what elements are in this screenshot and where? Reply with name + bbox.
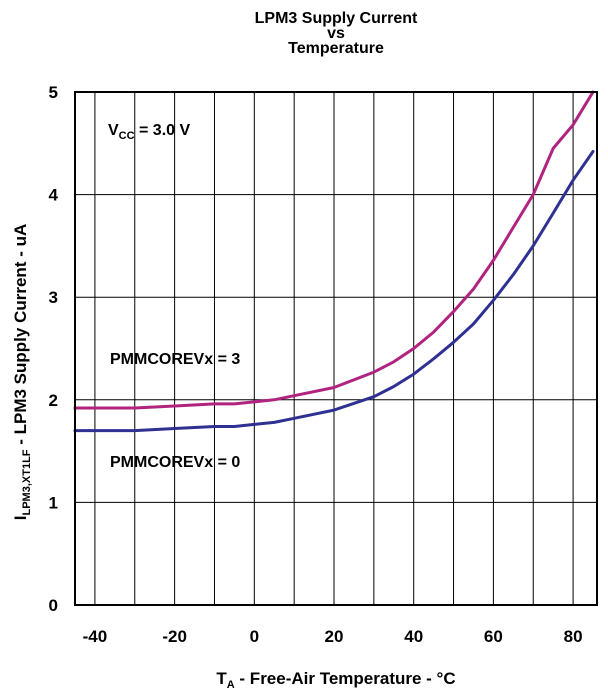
annotations: VCC = 3.0 V PMMCOREVx = 3 PMMCOREVx = 0 — [108, 122, 240, 471]
x-tick-label: 40 — [404, 627, 423, 646]
series-label-pmmcorevx-0: PMMCOREVx = 0 — [110, 454, 240, 471]
x-tick-label: 60 — [484, 627, 503, 646]
x-tick-label: -40 — [83, 627, 108, 646]
title-line: vs — [327, 25, 345, 42]
y-tick-label: 3 — [49, 288, 58, 307]
axis-labels: TA - Free-Air Temperature - °C ILPM3,XT1L… — [11, 224, 456, 691]
y-tick-label: 0 — [49, 596, 58, 615]
y-axis-label: ILPM3,XT1LF - LPM3 Supply Current - uA — [11, 224, 33, 520]
title-line: LPM3 Supply Current — [255, 10, 418, 27]
x-tick-label: 20 — [325, 627, 344, 646]
series-line-1 — [73, 150, 595, 433]
vcc-annotation: VCC = 3.0 V — [108, 122, 190, 142]
title-line: Temperature — [288, 40, 384, 57]
series — [73, 90, 595, 433]
x-tick-labels: -40 -20 0 20 40 60 80 — [83, 627, 583, 646]
y-tick-label: 1 — [49, 493, 58, 512]
y-tick-label: 4 — [49, 186, 59, 205]
plot-frame — [74, 91, 598, 606]
y-tick-label: 5 — [49, 83, 58, 102]
x-tick-label: 0 — [250, 627, 259, 646]
y-tick-labels: 0 1 2 3 4 5 — [49, 83, 59, 615]
series-line-0 — [73, 90, 595, 410]
x-tick-label: 80 — [564, 627, 583, 646]
grid — [75, 92, 597, 605]
series-label-pmmcorevx-3: PMMCOREVx = 3 — [110, 351, 240, 368]
x-axis-label: TA - Free-Air Temperature - °C — [216, 669, 455, 691]
x-tick-label: -20 — [162, 627, 187, 646]
y-tick-label: 2 — [49, 391, 58, 410]
